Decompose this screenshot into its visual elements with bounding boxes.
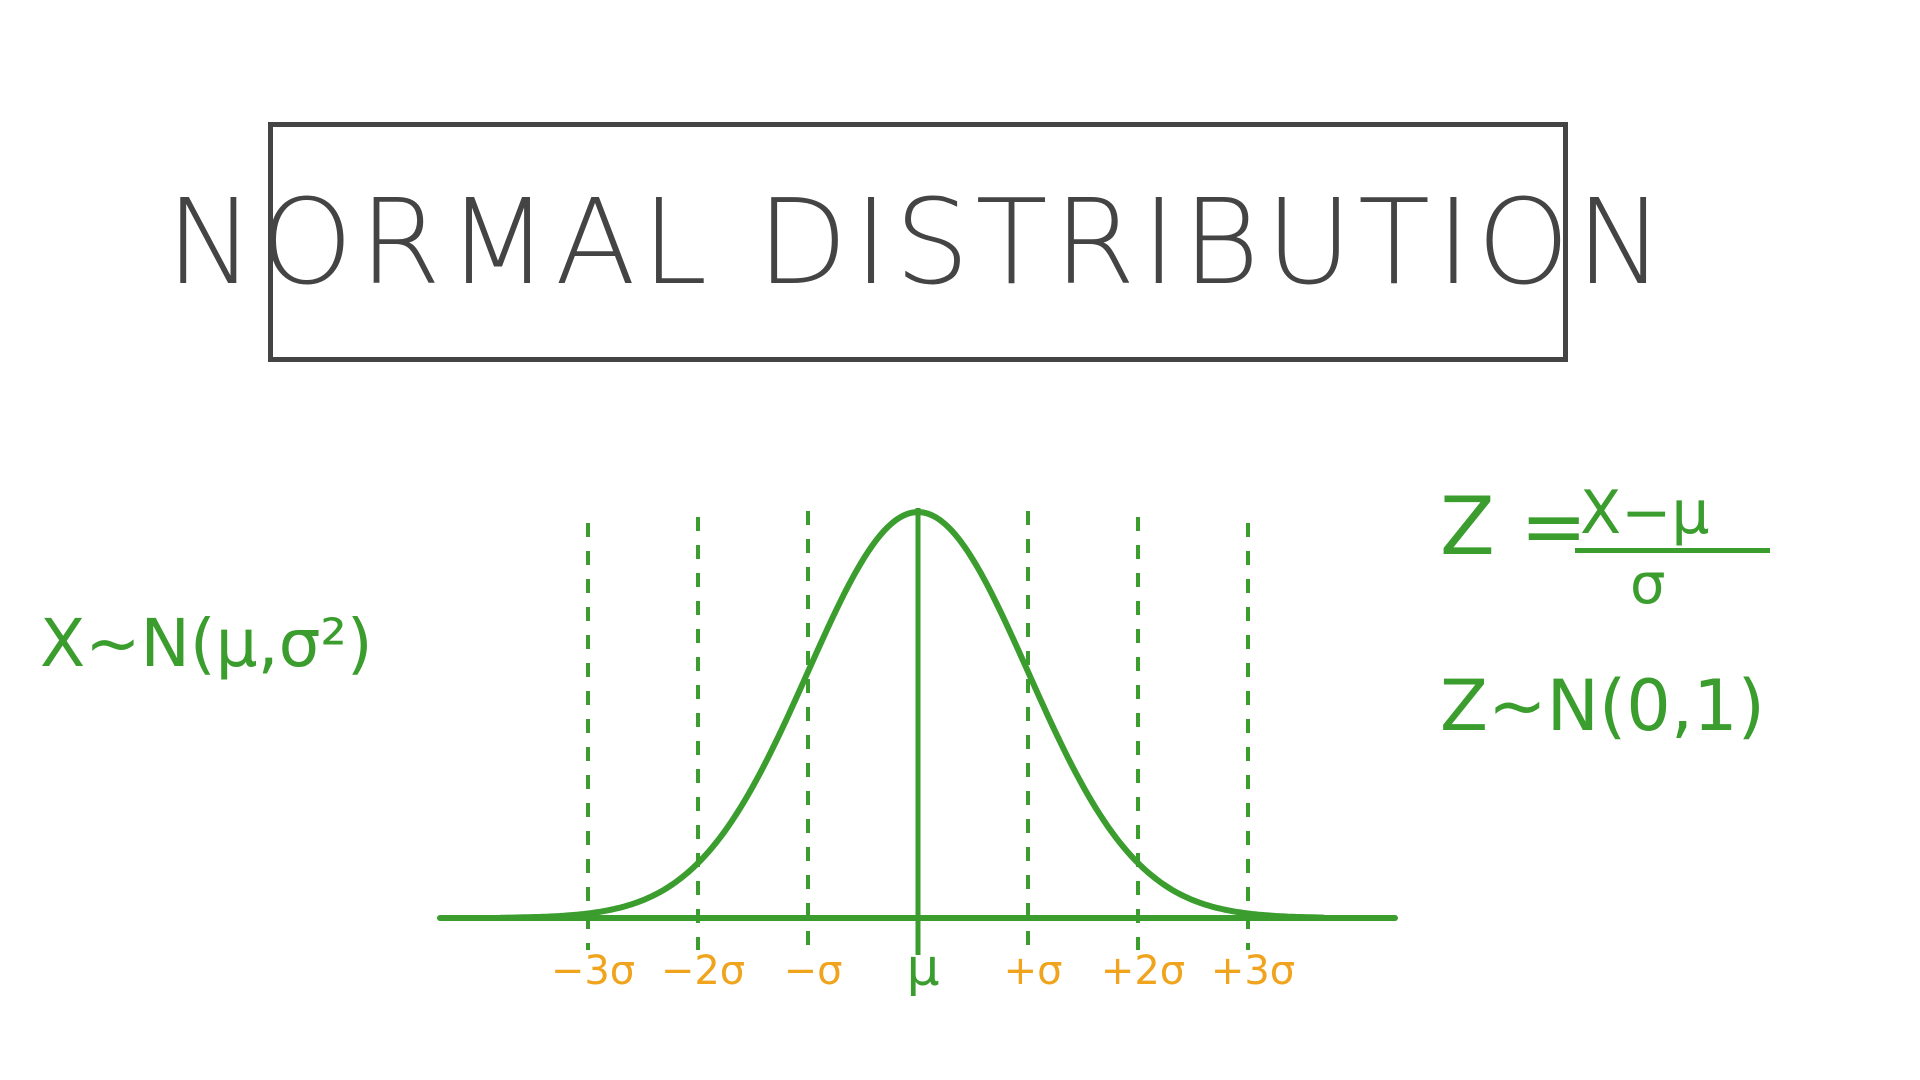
tick-label: +σ bbox=[1003, 948, 1063, 994]
distribution-notation: X~N(μ,σ²) bbox=[40, 605, 373, 682]
sigma-guide-lines bbox=[586, 511, 1250, 950]
z-formula-lhs: Z = bbox=[1440, 480, 1588, 573]
z-formula-fraction-bar bbox=[1575, 548, 1770, 553]
tick-label: −σ bbox=[783, 948, 843, 994]
tick-label: +2σ bbox=[1100, 948, 1186, 994]
tick-label: −2σ bbox=[660, 948, 746, 994]
z-formula-numerator: X−μ bbox=[1580, 478, 1710, 548]
tick-label: μ bbox=[906, 938, 940, 998]
title-box: NORMAL DISTRIBUTION bbox=[166, 122, 1664, 362]
page-title: NORMAL DISTRIBUTION bbox=[166, 173, 1671, 311]
z-formula-denominator: σ bbox=[1630, 552, 1666, 617]
tick-label: −3σ bbox=[550, 948, 636, 994]
standard-normal-notation: Z~N(0,1) bbox=[1440, 665, 1765, 747]
bell-curve bbox=[500, 509, 1325, 921]
tick-label: +3σ bbox=[1210, 948, 1296, 994]
